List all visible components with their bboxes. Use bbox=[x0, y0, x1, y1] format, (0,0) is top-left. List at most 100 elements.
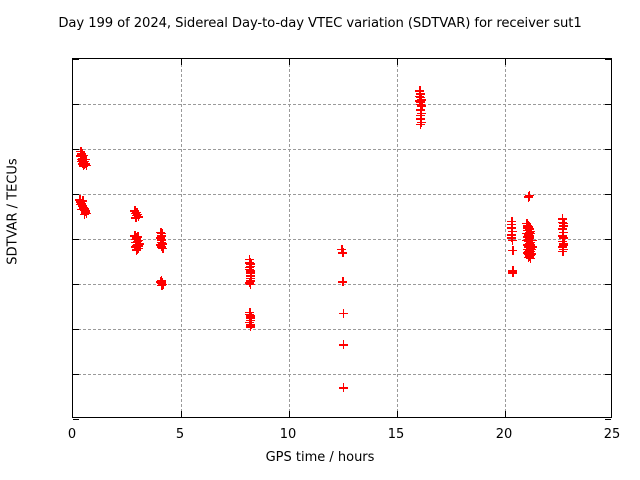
x-tick-mark bbox=[181, 411, 182, 417]
data-point bbox=[524, 190, 534, 200]
data-point bbox=[416, 92, 426, 102]
data-point bbox=[78, 155, 88, 165]
data-point bbox=[244, 254, 254, 264]
y-tick-mark bbox=[73, 419, 79, 420]
y-tick-mark-right bbox=[605, 149, 611, 150]
data-point bbox=[526, 249, 536, 259]
y-axis-label: SDTVAR / TECUs bbox=[5, 158, 21, 265]
data-point bbox=[523, 246, 533, 256]
data-point bbox=[246, 259, 256, 269]
data-point bbox=[507, 230, 517, 239]
data-point bbox=[156, 242, 166, 252]
data-point bbox=[155, 227, 165, 237]
data-point bbox=[506, 223, 516, 233]
data-point bbox=[245, 278, 255, 288]
y-tick-mark bbox=[73, 374, 79, 375]
data-point bbox=[81, 208, 91, 218]
data-point bbox=[523, 240, 533, 250]
data-point bbox=[130, 208, 140, 218]
data-point bbox=[77, 149, 87, 158]
data-point bbox=[130, 242, 140, 252]
data-point bbox=[81, 159, 91, 169]
data-point bbox=[81, 160, 91, 170]
data-point bbox=[557, 242, 567, 252]
data-point bbox=[131, 213, 141, 223]
data-point bbox=[246, 271, 256, 281]
data-point bbox=[157, 243, 167, 253]
data-point bbox=[507, 219, 517, 229]
data-point bbox=[78, 200, 88, 210]
data-point bbox=[558, 221, 568, 230]
data-point bbox=[79, 160, 89, 170]
x-tick-mark-top bbox=[397, 59, 398, 65]
gridline-horizontal bbox=[73, 149, 611, 150]
data-point bbox=[132, 209, 142, 219]
gridline-horizontal bbox=[73, 194, 611, 195]
y-tick-mark-right bbox=[605, 419, 611, 420]
x-tick-mark-top bbox=[181, 59, 182, 65]
data-point bbox=[78, 161, 88, 171]
data-point bbox=[133, 212, 143, 221]
data-point bbox=[245, 317, 255, 327]
data-point bbox=[507, 226, 517, 236]
data-point bbox=[416, 108, 426, 118]
data-point bbox=[523, 225, 533, 235]
x-tick-label: 10 bbox=[279, 427, 297, 442]
data-point bbox=[245, 261, 255, 271]
data-point bbox=[508, 245, 518, 255]
x-tick-label: 25 bbox=[603, 427, 621, 442]
gridline-vertical bbox=[289, 59, 290, 417]
data-point bbox=[80, 204, 90, 214]
y-tick-mark bbox=[73, 149, 79, 150]
data-point bbox=[157, 228, 167, 238]
data-point bbox=[245, 268, 255, 278]
data-point bbox=[508, 268, 518, 278]
data-point bbox=[523, 230, 533, 239]
data-point bbox=[416, 117, 426, 127]
y-tick-mark-right bbox=[605, 104, 611, 105]
plot-area bbox=[72, 58, 612, 420]
data-point bbox=[506, 233, 516, 243]
data-point bbox=[245, 315, 255, 325]
data-point bbox=[524, 242, 534, 252]
y-tick-mark bbox=[73, 329, 79, 330]
data-point bbox=[523, 221, 533, 230]
y-tick-mark-right bbox=[605, 374, 611, 375]
data-point bbox=[135, 239, 145, 248]
data-point bbox=[157, 235, 167, 245]
data-point bbox=[415, 86, 425, 95]
data-point bbox=[338, 308, 348, 318]
data-point bbox=[559, 239, 569, 248]
data-point bbox=[158, 239, 168, 248]
data-point bbox=[246, 320, 256, 329]
data-point bbox=[524, 252, 534, 262]
data-point bbox=[79, 205, 89, 215]
data-point bbox=[558, 227, 568, 237]
data-point bbox=[524, 245, 534, 255]
data-point bbox=[415, 89, 425, 99]
y-tick-mark-right bbox=[605, 194, 611, 195]
data-point bbox=[157, 280, 167, 290]
data-point bbox=[525, 248, 535, 257]
data-point bbox=[246, 313, 256, 323]
y-tick-mark bbox=[73, 104, 79, 105]
chart-title: Day 199 of 2024, Sidereal Day-to-day VTE… bbox=[58, 16, 582, 31]
gridline-horizontal bbox=[73, 239, 611, 240]
gridline-vertical bbox=[181, 59, 182, 417]
data-point bbox=[416, 114, 426, 124]
data-point bbox=[79, 202, 89, 212]
x-tick-mark bbox=[505, 411, 506, 417]
data-point bbox=[77, 198, 87, 208]
data-point bbox=[527, 242, 537, 252]
data-point bbox=[522, 235, 532, 245]
data-point bbox=[76, 154, 86, 164]
data-point bbox=[245, 258, 255, 268]
data-point bbox=[523, 244, 533, 254]
data-point bbox=[524, 239, 534, 248]
gridline-horizontal bbox=[73, 104, 611, 105]
data-point bbox=[133, 240, 143, 250]
data-point bbox=[78, 196, 88, 206]
data-point bbox=[522, 218, 532, 228]
data-point bbox=[131, 245, 141, 255]
data-point bbox=[76, 151, 86, 161]
